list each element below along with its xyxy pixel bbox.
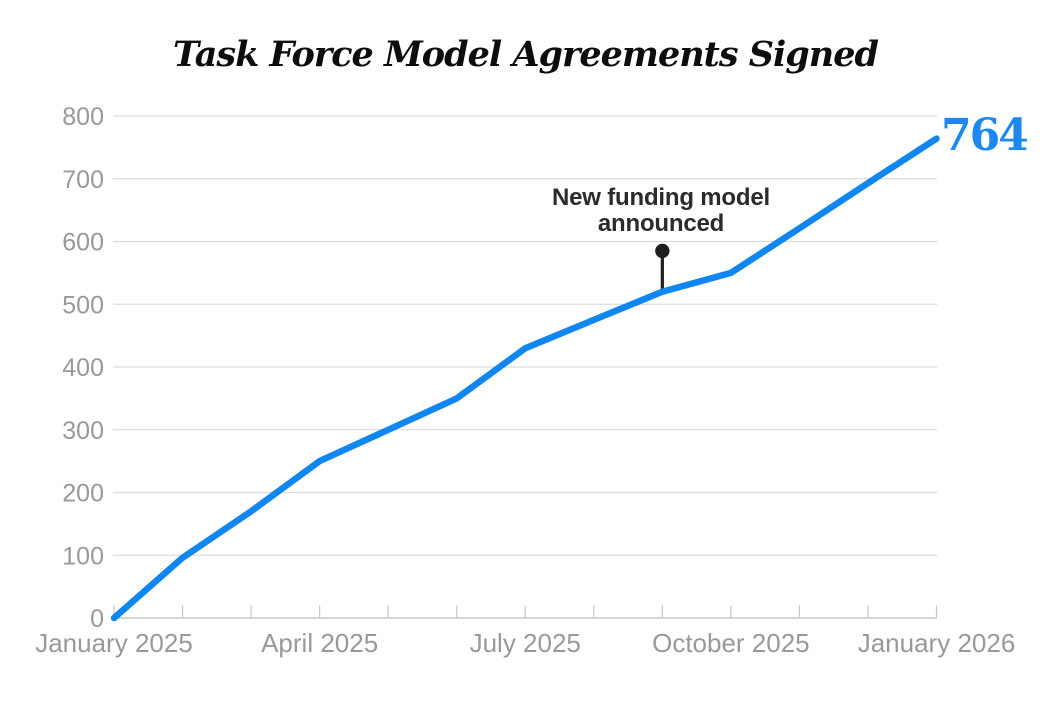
end-value-label: 764 — [941, 110, 1029, 161]
y-axis-tick-label: 700 — [62, 166, 104, 194]
annotation-line-1: New funding model — [552, 184, 770, 211]
y-axis-tick-label: 600 — [62, 229, 104, 257]
annotation-label: New funding model announced — [461, 185, 861, 237]
annotation-dot — [655, 243, 670, 259]
y-axis-tick-label: 800 — [62, 103, 104, 131]
y-axis-tick-label: 300 — [62, 417, 104, 445]
y-axis-tick-label: 100 — [62, 542, 104, 570]
x-axis-tick-label: April 2025 — [261, 628, 378, 658]
annotation-line-2: announced — [597, 210, 725, 237]
y-axis-tick-label: 400 — [62, 354, 104, 382]
x-axis-tick-label: January 2025 — [35, 628, 193, 658]
y-axis-tick-label: 200 — [62, 480, 104, 508]
chart-title: Task Force Model Agreements Signed — [173, 34, 879, 75]
x-axis-tick-label: January 2026 — [858, 628, 1016, 658]
y-axis-tick-label: 0 — [90, 605, 104, 633]
data-line — [110, 135, 940, 622]
x-axis-tick-label: July 2025 — [470, 628, 581, 658]
x-axis-tick-label: October 2025 — [652, 628, 810, 658]
y-axis-tick-label: 500 — [62, 291, 104, 319]
